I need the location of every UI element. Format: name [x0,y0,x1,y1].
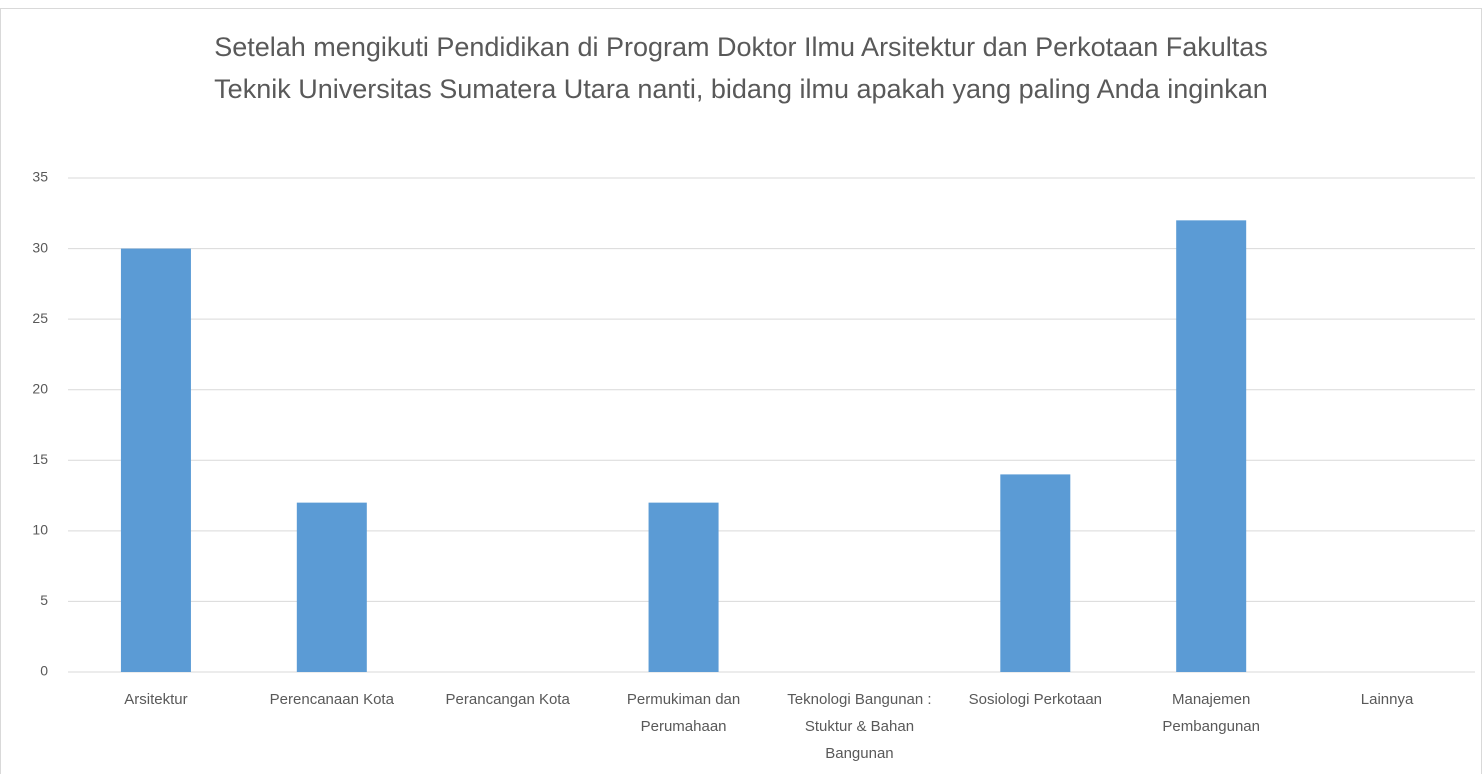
x-tick-label: Sosiologi Perkotaan [968,691,1103,708]
y-tick-label: 10 [32,522,48,538]
x-tick-label: Lainnya [1360,691,1414,708]
bar [1176,220,1247,673]
x-tick-label: Permukiman dan Perumahaan [626,691,741,735]
y-tick-label: 0 [40,663,48,679]
y-tick-label: 35 [32,169,48,185]
y-tick-label: 25 [32,310,48,326]
y-tick-label: 5 [40,592,48,608]
y-tick-label: 15 [32,451,48,467]
y-tick-label: 30 [32,239,48,255]
y-tick-label: 20 [32,380,48,396]
bar [120,248,191,673]
bar [1000,474,1071,672]
x-tick-label: Perencanaan Kota [269,691,394,708]
bar [296,502,367,672]
x-tick-label: Arsitektur [124,691,188,708]
chart-title: Setelah mengikuti Pendidikan di Program … [214,32,1268,104]
bar [648,502,719,672]
x-tick-label: Manajemen Pembangunan [1162,691,1260,735]
x-tick-label: Teknologi Bangunan : Stuktur & Bahan Ban… [787,691,932,762]
chart-border [0,8,1482,774]
x-tick-label: Perancangan Kota [445,691,570,708]
